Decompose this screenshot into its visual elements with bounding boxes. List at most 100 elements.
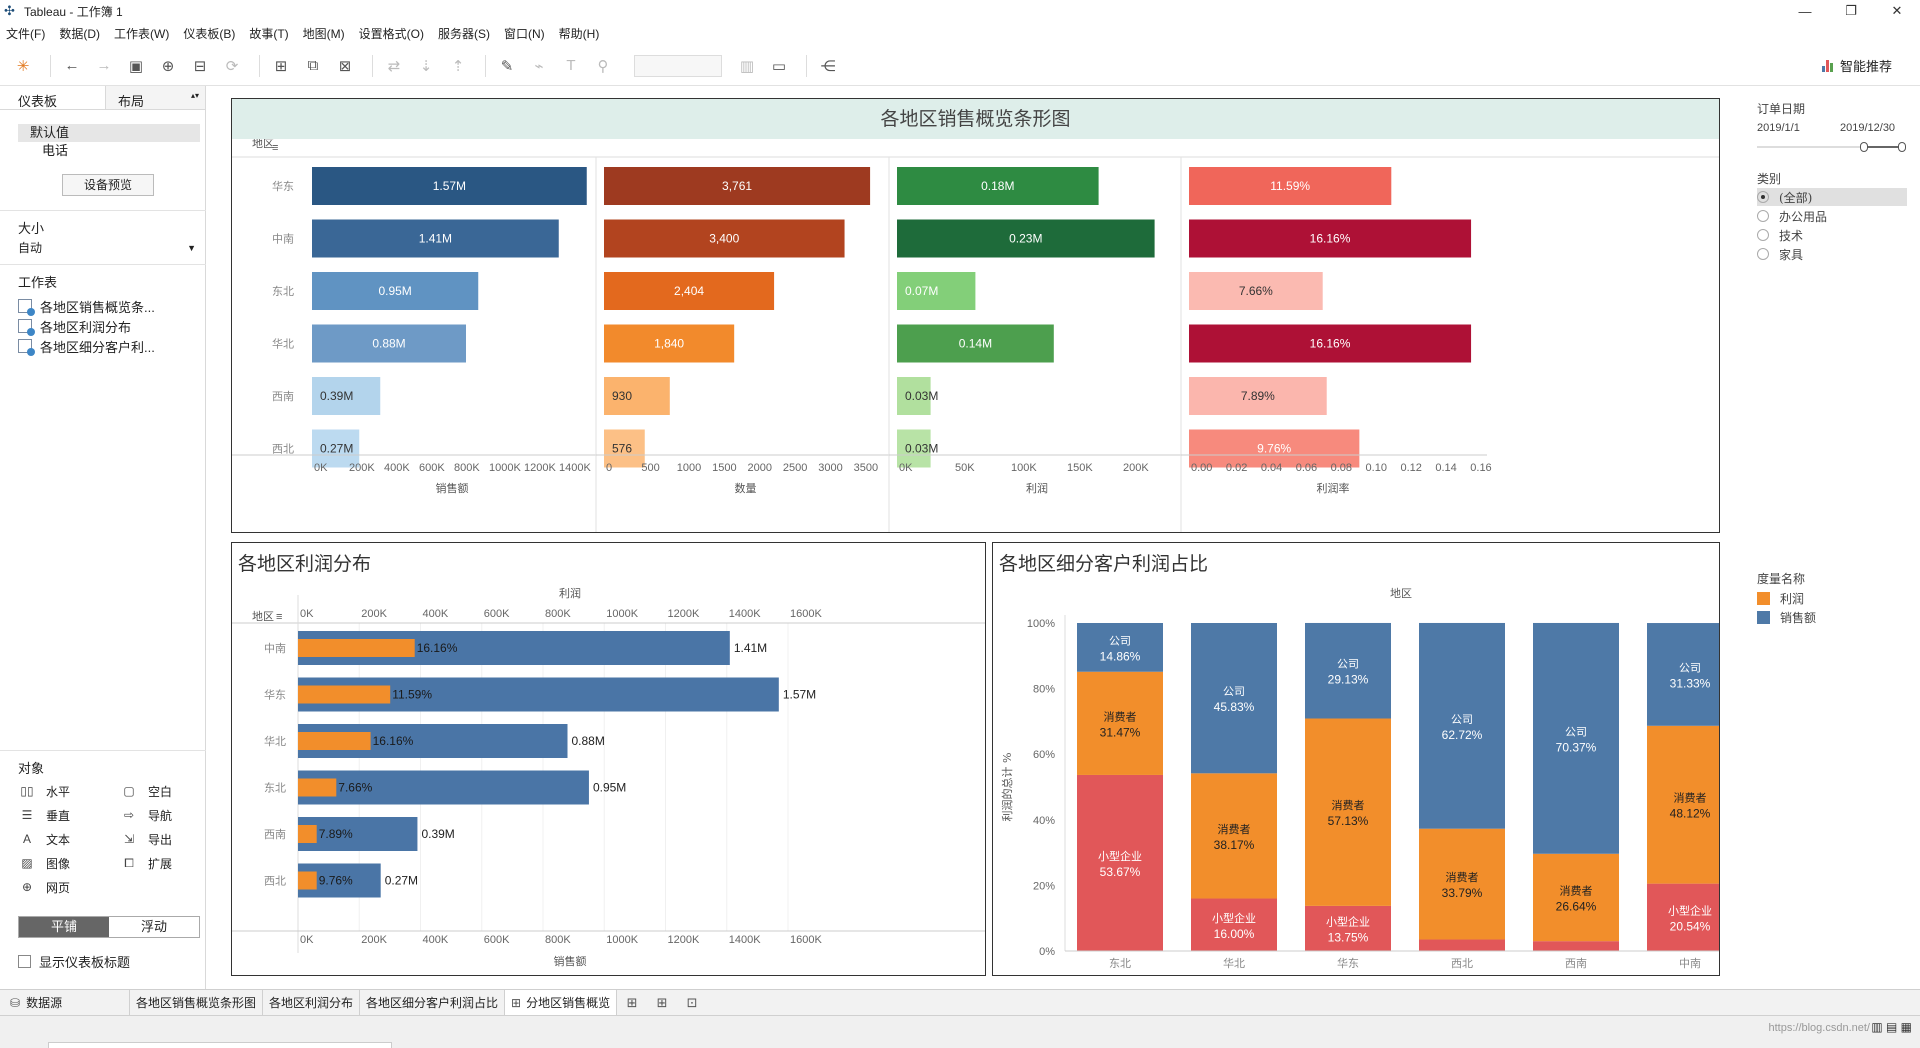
top-tick-label: 1600K bbox=[790, 608, 822, 620]
object-webpage[interactable]: ⊕ 网页 bbox=[18, 878, 108, 896]
sheet-tab-active[interactable]: ⊞ 分地区销售概览 bbox=[505, 989, 618, 1016]
show-cards-icon[interactable]: ▥ bbox=[739, 57, 755, 75]
tab-dashboard[interactable]: 仪表板 bbox=[18, 94, 58, 109]
group-icon[interactable]: ⌁ bbox=[534, 57, 544, 75]
undo-icon[interactable]: ← bbox=[64, 57, 80, 74]
menu-format[interactable]: 设置格式(O) bbox=[358, 26, 424, 41]
device-phone[interactable]: 电话 bbox=[42, 143, 69, 158]
bar-label: 11.59% bbox=[1270, 179, 1310, 193]
x-tick-label: 0.06 bbox=[1296, 462, 1317, 474]
object-extension[interactable]: ⧠ 扩展 bbox=[120, 854, 210, 872]
presentation-icon[interactable]: ▭ bbox=[771, 57, 787, 75]
show-me-button[interactable]: 智能推荐 bbox=[1821, 56, 1892, 75]
region-label: 华北 bbox=[1223, 956, 1245, 970]
left-panel: 仪表板 布局 ▴▾ 默认值 电话 设备预览 大小 自动 ▼ 工作表 各地区销售概览… bbox=[0, 86, 206, 989]
labels-icon[interactable]: T bbox=[566, 57, 576, 74]
mode-floating-button[interactable]: 浮动 bbox=[140, 919, 167, 934]
slider-end-handle[interactable] bbox=[1898, 142, 1907, 152]
size-select[interactable]: 自动 ▼ bbox=[18, 238, 202, 258]
object-horizontal[interactable]: ▯▯ 水平 bbox=[18, 782, 108, 800]
category-option[interactable]: 家具 bbox=[1757, 245, 1907, 263]
close-icon[interactable]: ✕ bbox=[1891, 3, 1903, 18]
segment-value-label: 31.47% bbox=[1100, 725, 1141, 739]
swap-icon[interactable]: ⇄ bbox=[387, 57, 401, 75]
category-option[interactable]: 技术 bbox=[1757, 226, 1907, 244]
date-end: 2019/12/30 bbox=[1840, 122, 1896, 134]
divider bbox=[0, 210, 206, 211]
sheet-item[interactable]: 各地区细分客户利... bbox=[18, 336, 155, 356]
sheet-tab[interactable]: 各地区销售概览条形图 bbox=[130, 989, 264, 1016]
pause-update-icon[interactable]: ⊟ bbox=[193, 57, 207, 75]
legend-item-sales[interactable]: 销售额 bbox=[1757, 609, 1816, 626]
tableau-home-icon[interactable]: ✳ bbox=[16, 57, 30, 75]
show-title-checkbox-row[interactable]: 显示仪表板标题 bbox=[18, 952, 130, 971]
menu-server[interactable]: 服务器(S) bbox=[437, 26, 490, 41]
sheet-tab[interactable]: 各地区细分客户利润占比 bbox=[360, 989, 506, 1016]
menu-dashboard[interactable]: 仪表板(B) bbox=[183, 26, 236, 41]
segment-name-label: 小型企业 bbox=[1212, 911, 1256, 925]
new-sheet-icon[interactable]: ⊞ bbox=[274, 57, 288, 75]
sheet-item[interactable]: 各地区利润分布 bbox=[18, 316, 131, 336]
menu-map[interactable]: 地图(M) bbox=[302, 26, 345, 41]
new-dashboard-icon[interactable]: ⊞ bbox=[656, 994, 668, 1010]
category-option-all[interactable]: (全部) bbox=[1757, 188, 1907, 206]
pin-icon[interactable]: ⚲ bbox=[597, 57, 609, 75]
menu-file[interactable]: 文件(F) bbox=[6, 26, 46, 41]
x-tick-label: 0.16 bbox=[1470, 462, 1491, 474]
size-heading: 大小 bbox=[18, 221, 45, 236]
fit-dropdown[interactable] bbox=[634, 54, 722, 77]
redo-icon[interactable]: → bbox=[96, 57, 112, 74]
device-preview-button[interactable]: 设备预览 bbox=[62, 174, 154, 196]
sheet-item[interactable]: 各地区销售概览条... bbox=[18, 296, 155, 316]
show-me-label: 智能推荐 bbox=[1839, 59, 1892, 74]
new-datasource-icon[interactable]: ⊕ bbox=[161, 57, 175, 75]
tab-datasource[interactable]: ⛁ 数据源 bbox=[0, 989, 130, 1016]
minimize-icon[interactable]: — bbox=[1798, 3, 1812, 19]
clear-sheet-icon[interactable]: ⊠ bbox=[338, 57, 352, 75]
bar-label: 3,761 bbox=[722, 179, 752, 193]
duplicate-sheet-icon[interactable]: ⧉ bbox=[307, 57, 319, 74]
highlight-icon[interactable]: ✎ bbox=[500, 57, 514, 75]
radio-icon bbox=[1757, 229, 1769, 241]
category-filter-title: 类别 bbox=[1757, 172, 1782, 186]
menu-help[interactable]: 帮助(H) bbox=[558, 26, 600, 41]
object-text[interactable]: A 文本 bbox=[18, 830, 108, 848]
sheet-tab[interactable]: 各地区利润分布 bbox=[263, 989, 361, 1016]
object-vertical[interactable]: ☰ 垂直 bbox=[18, 806, 108, 824]
show-title-checkbox[interactable] bbox=[18, 955, 31, 968]
tab-layout[interactable]: 布局 ▴▾ bbox=[105, 86, 205, 109]
sort-asc-icon[interactable]: ⇣ bbox=[419, 57, 433, 75]
mode-tiled-button[interactable]: 平铺 bbox=[19, 917, 109, 937]
restore-icon[interactable]: ❐ bbox=[1845, 3, 1857, 18]
new-story-icon[interactable]: ⊡ bbox=[686, 994, 698, 1010]
new-worksheet-icon[interactable]: ⊞ bbox=[626, 994, 638, 1010]
segment-name-label: 公司 bbox=[1109, 634, 1131, 647]
object-export[interactable]: ⇲ 导出 bbox=[120, 830, 210, 848]
object-navigation[interactable]: ⇨ 导航 bbox=[120, 806, 210, 824]
bar-label: 0.95M bbox=[378, 284, 411, 298]
category-option[interactable]: 办公用品 bbox=[1757, 207, 1907, 225]
object-label: 扩展 bbox=[148, 856, 173, 871]
tab-layout-caret-icon: ▴▾ bbox=[190, 91, 199, 100]
menu-window[interactable]: 窗口(N) bbox=[503, 26, 545, 41]
bar bbox=[604, 429, 645, 468]
save-icon[interactable]: ▣ bbox=[128, 57, 144, 75]
bottom-tick-label: 200K bbox=[361, 934, 387, 946]
device-default[interactable]: 默认值 bbox=[18, 124, 200, 142]
menu-worksheet[interactable]: 工作表(W) bbox=[114, 26, 170, 41]
object-image[interactable]: ▨ 图像 bbox=[18, 854, 108, 872]
sales-label: 0.39M bbox=[421, 827, 454, 841]
object-blank[interactable]: ▢ 空白 bbox=[120, 782, 210, 800]
extension-icon: ⧠ bbox=[124, 855, 134, 870]
share-icon[interactable]: ⋲ bbox=[820, 57, 836, 75]
refresh-icon[interactable]: ⟳ bbox=[225, 57, 239, 75]
menu-data[interactable]: 数据(D) bbox=[59, 26, 100, 41]
bottom-tick-label: 600K bbox=[484, 934, 510, 946]
sort-desc-icon[interactable]: ⇡ bbox=[451, 57, 465, 75]
legend-item-profit[interactable]: 利润 bbox=[1757, 590, 1804, 607]
view-toggle-icons[interactable]: ▥ ▤ ▦ bbox=[1871, 1020, 1912, 1034]
slider-start-handle[interactable] bbox=[1859, 142, 1868, 152]
date-range-slider[interactable] bbox=[1757, 142, 1907, 152]
date-start: 2019/1/1 bbox=[1757, 122, 1800, 134]
menu-story[interactable]: 故事(T) bbox=[249, 26, 289, 41]
